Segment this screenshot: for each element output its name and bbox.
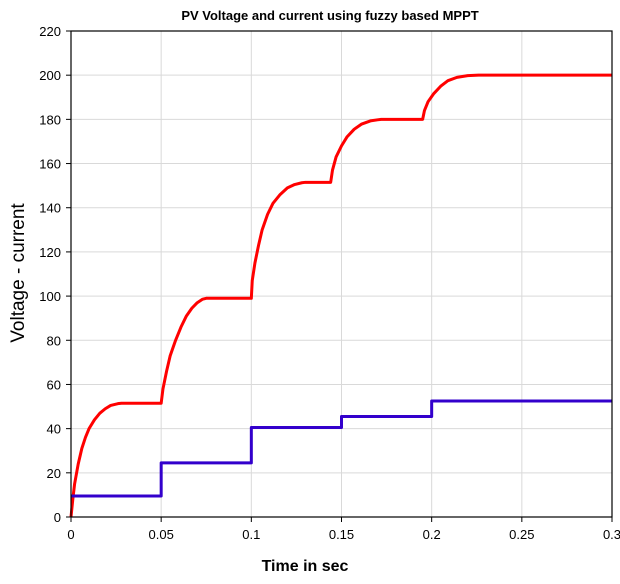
y-tick-label: 0 xyxy=(54,510,61,525)
y-axis-label: Voltage - current xyxy=(8,203,29,343)
x-tick-label: 0.3 xyxy=(603,527,620,542)
chart-title: PV Voltage and current using fuzzy based… xyxy=(181,8,478,23)
y-tick-label: 200 xyxy=(39,68,61,83)
y-tick-label: 80 xyxy=(47,333,61,348)
y-tick-label: 140 xyxy=(39,201,61,216)
series-line-2 xyxy=(71,399,612,498)
x-tick-label: 0.25 xyxy=(509,527,534,542)
y-tick-label: 20 xyxy=(47,466,61,481)
x-tick-label: 0.15 xyxy=(329,527,354,542)
x-axis-label: Time in sec xyxy=(262,558,349,575)
y-tick-label: 40 xyxy=(47,422,61,437)
series-layer xyxy=(69,73,612,518)
y-tick-label: 60 xyxy=(47,377,61,392)
x-tick-label: 0.05 xyxy=(149,527,174,542)
x-tick-label: 0.2 xyxy=(423,527,441,542)
y-tick-label: 120 xyxy=(39,245,61,260)
x-tick-label: 0.1 xyxy=(242,527,260,542)
axis-ticks: 0 0.05 0.1 0.15 0.2 0.25 0.3 0 20 40 60 80 100 120 140… xyxy=(39,24,620,542)
y-tick-label: 160 xyxy=(39,157,61,172)
y-tick-label: 100 xyxy=(39,289,61,304)
series-line-1 xyxy=(69,73,612,518)
x-tick-label: 0 xyxy=(67,527,74,542)
y-tick-label: 220 xyxy=(39,24,61,39)
y-tick-label: 180 xyxy=(39,112,61,127)
